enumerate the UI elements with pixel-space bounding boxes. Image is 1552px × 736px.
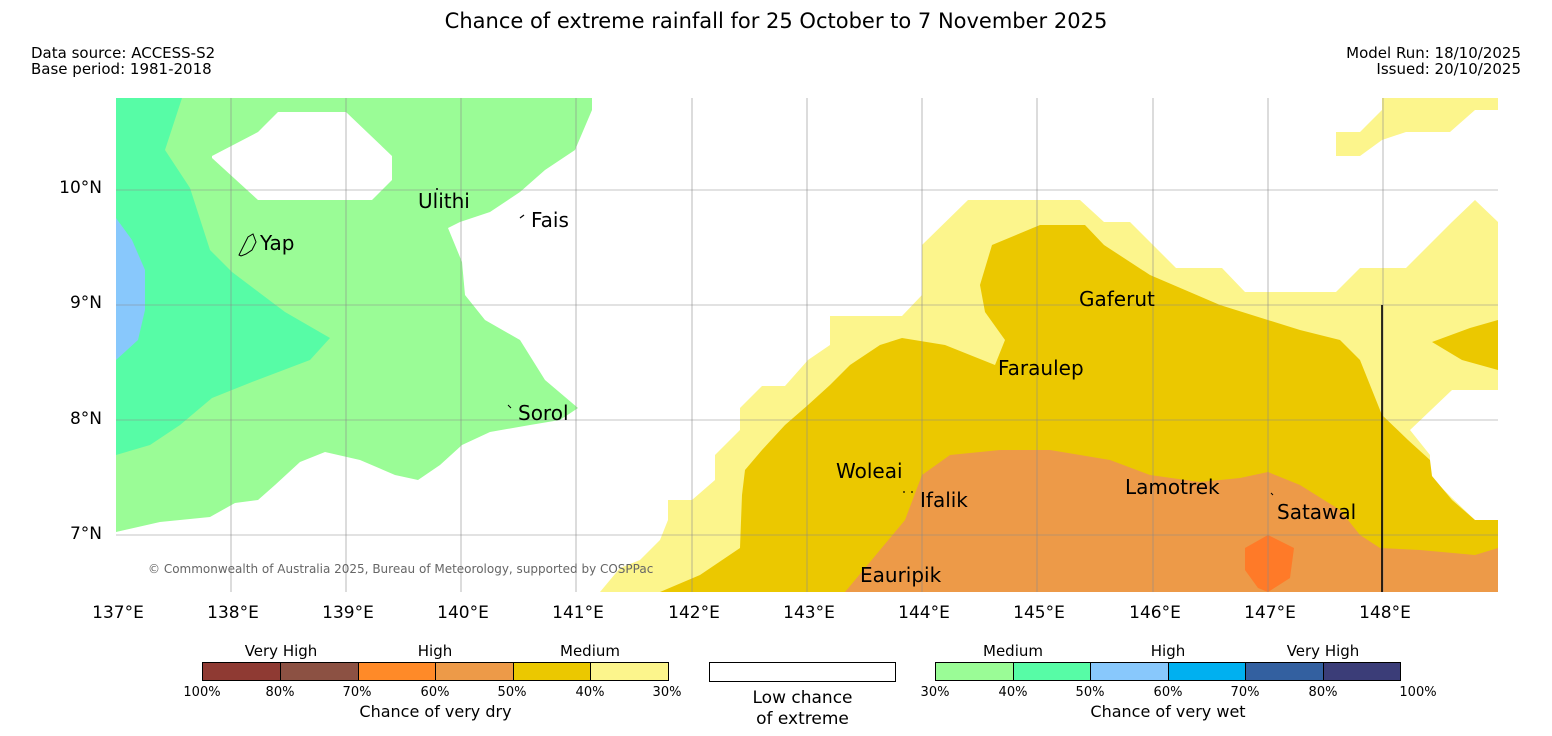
wet-tick: 30% [920,685,950,700]
wet-swatch-60 [1168,662,1247,681]
wet-tick: 50% [1075,685,1105,700]
low-chance-swatch [709,662,896,682]
dry-tick: 70% [342,685,372,700]
dry-60-region [1245,535,1294,592]
wet-tick: 40% [998,685,1028,700]
map-title: Chance of extreme rainfall for 25 Octobe… [444,9,1108,33]
wet-tick: 60% [1153,685,1183,700]
lon-tick-145e: 145°E [1013,603,1065,623]
gridlines [116,98,1498,592]
lon-tick-138e: 138°E [207,603,259,623]
wet-swatch-30 [935,662,1014,681]
dry-swatch-40 [590,662,669,681]
lon-tick-137e: 137°E [92,603,144,623]
lat-tick-10n: 10°N [59,178,102,198]
meta-right: Model Run: 18/10/2025 Issued: 20/10/2025 [1346,45,1521,77]
dry-30-north [1336,98,1498,156]
wet-category-medium: Medium [983,642,1043,660]
wet-swatch-80 [1323,662,1401,681]
wet-tick: 80% [1308,685,1338,700]
dry-tick: 100% [183,685,221,700]
place-label-sorol: Sorol [518,401,569,425]
dry-swatch-80 [280,662,359,681]
wet-medium-region [116,98,592,532]
wet-category-high: High [1150,642,1186,660]
meta-left: Data source: ACCESS-S2 Base period: 1981… [31,45,215,77]
dry-category-very-high: Very High [244,642,318,660]
model-run: Model Run: 18/10/2025 [1346,44,1521,62]
dry-category-high: High [417,642,453,660]
wet-legend-title: Chance of very wet [1090,702,1246,721]
wet-50-region [116,218,145,360]
dry-tick: 80% [265,685,295,700]
low-chance-line1: Low chance [752,688,853,708]
place-label-ifalik: Ifalik [920,488,968,512]
lat-tick-7n: 7°N [69,524,102,544]
place-label-fais: Fais [531,208,569,232]
lon-tick-143e: 143°E [783,603,835,623]
dry-swatch-50 [513,662,592,681]
lon-tick-144e: 144°E [898,603,950,623]
dry-tick: 30% [652,685,682,700]
lon-tick-142e: 142°E [668,603,720,623]
dry-swatch-100 [202,662,281,681]
dry-swatch-70 [358,662,437,681]
lon-tick-141e: 141°E [552,603,604,623]
place-label-satawal: Satawal [1277,500,1357,524]
satawal-island [1270,492,1274,496]
issued-date: Issued: 20/10/2025 [1376,60,1521,78]
lon-tick-140e: 140°E [437,603,489,623]
place-label-faraulep: Faraulep [998,356,1084,380]
fais-island [519,214,525,219]
dry-swatch-60 [435,662,514,681]
data-source: Data source: ACCESS-S2 [31,44,216,62]
dry-legend-title: Chance of very dry [359,702,512,721]
wet-tick: 70% [1230,685,1260,700]
lon-tick-139e: 139°E [322,603,374,623]
yap-island-outline [238,233,257,257]
low-chance-label: Low chance of extreme [709,688,896,730]
wet-swatch-40 [1013,662,1092,681]
lon-tick-148e: 148°E [1359,603,1411,623]
place-label-lamotrek: Lamotrek [1125,475,1220,499]
low-chance-east [1410,390,1498,520]
lat-tick-8n: 8°N [69,409,102,429]
ifalik-island-2 [911,491,913,493]
ifalik-island [903,491,905,493]
dry-tick: 50% [497,685,527,700]
dry-50-region [845,450,1498,592]
copyright-notice: © Commonwealth of Australia 2025, Bureau… [148,562,654,576]
wet-swatch-50 [1090,662,1169,681]
base-period: Base period: 1981-2018 [31,60,212,78]
low-chance-hole [212,112,392,200]
dry-40-east [1432,320,1498,370]
low-chance-line2: of extreme [756,709,849,729]
lon-tick-147e: 147°E [1244,603,1296,623]
lat-tick-9n: 9°N [69,293,102,313]
place-label-eauripik: Eauripik [860,563,942,587]
dry-tick: 60% [420,685,450,700]
place-label-ulithi: Ulithi [418,189,470,213]
wet-category-very-high: Very High [1286,642,1360,660]
place-label-yap: Yap [260,231,295,255]
lon-tick-146e: 146°E [1129,603,1181,623]
place-label-woleai: Woleai [836,459,903,483]
place-label-gaferut: Gaferut [1079,287,1155,311]
wet-tick: 100% [1399,685,1437,700]
wet-40-region [116,98,330,455]
sorol-island [507,404,512,409]
dry-tick: 40% [575,685,605,700]
ulithi-island [436,188,438,190]
wet-swatch-70 [1245,662,1324,681]
dry-category-medium: Medium [560,642,620,660]
